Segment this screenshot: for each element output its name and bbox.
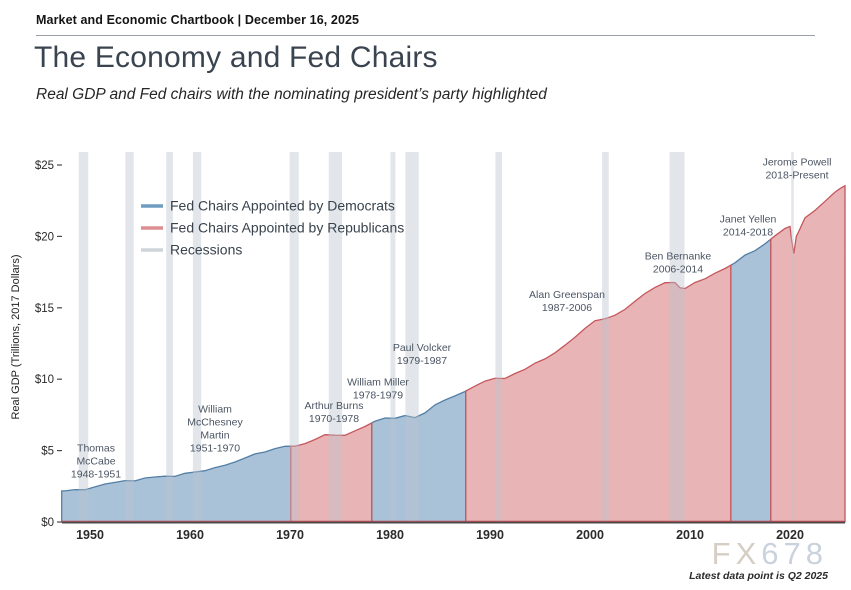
y-tick-label: $0 bbox=[41, 517, 54, 529]
gdp-area-republicans bbox=[290, 421, 373, 523]
gdp-area-democrats bbox=[730, 237, 772, 523]
y-tick-label: $25 bbox=[35, 160, 54, 172]
y-tick-label: $10 bbox=[35, 374, 54, 386]
gdp-area-republicans bbox=[770, 184, 846, 523]
recession-bar bbox=[390, 152, 396, 522]
chair-annotation: Paul Volcker 1979-1987 bbox=[393, 342, 452, 367]
recession-bar bbox=[602, 152, 609, 522]
x-tick-label: 1950 bbox=[76, 528, 104, 542]
chair-annotation: Arthur Burns 1970-1978 bbox=[305, 400, 364, 425]
x-tick-label: 2010 bbox=[676, 528, 704, 542]
legend-label: Recessions bbox=[170, 242, 242, 258]
gdp-area-democrats bbox=[371, 389, 467, 523]
x-tick-label: 1970 bbox=[276, 528, 304, 542]
legend-label: Fed Chairs Appointed by Democrats bbox=[170, 198, 395, 214]
y-tick-label: $15 bbox=[35, 303, 54, 315]
x-tick-label: 1980 bbox=[376, 528, 404, 542]
watermark: FX678 bbox=[712, 536, 828, 571]
chair-annotation: William McChesney Martin 1951-1970 bbox=[187, 404, 243, 455]
header-divider bbox=[36, 35, 815, 36]
x-tick-label: 1990 bbox=[476, 528, 504, 542]
gdp-fed-chairs-chart: $0 $5 $10 $15 $20 $25 1950 1960 1970 1980 1990 2000… bbox=[0, 130, 851, 590]
recession-bar bbox=[669, 152, 685, 522]
recession-bar bbox=[78, 152, 89, 522]
recession-bar bbox=[289, 152, 299, 522]
page-title: The Economy and Fed Chairs bbox=[34, 41, 438, 74]
recession-bar bbox=[328, 152, 343, 522]
y-axis-title: Real GDP (Trillions, 2017 Dollars) bbox=[10, 254, 22, 419]
recession-bar bbox=[125, 152, 134, 522]
recession-bar bbox=[192, 152, 202, 522]
recession-bar bbox=[166, 152, 173, 522]
chair-annotation: Thomas McCabe 1948-1951 bbox=[71, 443, 121, 481]
recession-bar bbox=[791, 152, 794, 522]
recession-bar bbox=[405, 152, 419, 522]
legend-label: Fed Chairs Appointed by Republicans bbox=[170, 220, 404, 236]
footnote: Latest data point is Q2 2025 bbox=[689, 570, 828, 582]
x-tick-label: 1960 bbox=[176, 528, 204, 542]
x-tick-label: 2020 bbox=[776, 528, 804, 542]
chair-annotation: Janet Yellen 2014-2018 bbox=[720, 214, 777, 239]
recession-bar bbox=[495, 152, 503, 522]
gdp-area-democrats bbox=[61, 445, 292, 523]
page-subtitle: Real GDP and Fed chairs with the nominat… bbox=[36, 86, 547, 103]
chair-annotation: Alan Greenspan 1987-2006 bbox=[529, 289, 605, 314]
chair-annotation: Jerome Powell 2018-Present bbox=[763, 156, 832, 181]
chair-annotation: Ben Bernanke 2006-2014 bbox=[645, 251, 712, 276]
report-kicker: Market and Economic Chartbook | December… bbox=[36, 13, 360, 27]
y-tick-label: $5 bbox=[41, 446, 54, 458]
x-tick-label: 2000 bbox=[576, 528, 604, 542]
y-tick-label: $20 bbox=[35, 231, 54, 243]
chair-annotation: William Miller 1978-1979 bbox=[347, 376, 409, 401]
gdp-area-republicans bbox=[465, 264, 732, 523]
